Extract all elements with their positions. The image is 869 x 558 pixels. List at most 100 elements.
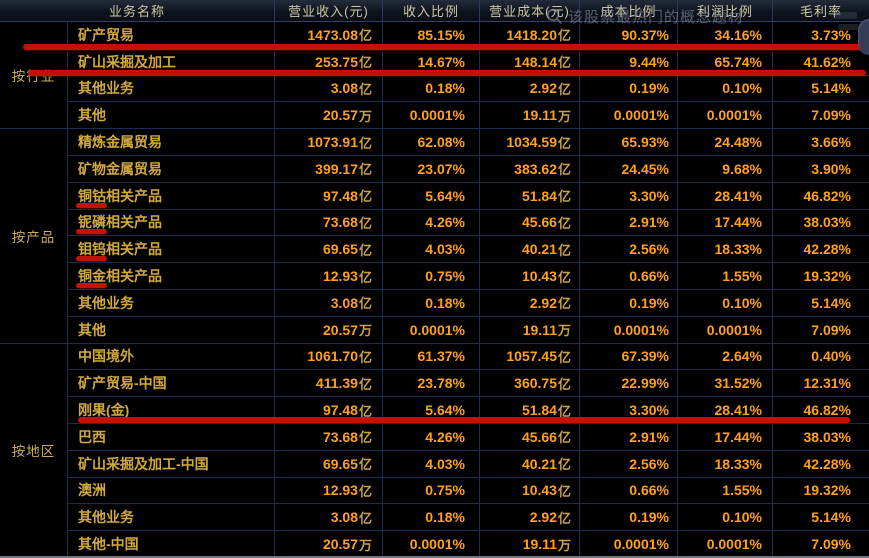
cell-cost-ratio: 2.91% — [580, 209, 678, 237]
unit-suffix: 亿 — [557, 269, 571, 285]
cell-revenue-ratio: 0.18% — [383, 289, 480, 317]
cell-profit-ratio: 65.74% — [678, 48, 773, 76]
cell-revenue-ratio: 0.18% — [383, 75, 480, 103]
unit-suffix: 亿 — [557, 81, 571, 97]
cell-business-name: 其他 — [68, 102, 275, 130]
unit-suffix: 亿 — [358, 269, 372, 285]
cell-business-name: 矿山采掘及加工-中国 — [68, 450, 275, 478]
unit-suffix: 亿 — [557, 457, 571, 473]
unit-suffix: 亿 — [557, 510, 571, 526]
unit-suffix: 亿 — [557, 162, 571, 178]
cell-cost: 360.75 亿 — [480, 370, 580, 398]
unit-suffix: 亿 — [557, 55, 571, 71]
cell-gross-margin: 19.32% — [773, 477, 869, 505]
cell-business-name: 其他-中国 — [68, 531, 275, 556]
cell-cost: 45.66 亿 — [480, 423, 580, 451]
cell-cost: 1418.20 亿 — [480, 22, 580, 49]
cell-revenue: 3.08 亿 — [275, 504, 383, 532]
cell-gross-margin: 7.09% — [773, 102, 869, 130]
unit-suffix: 亿 — [358, 376, 372, 392]
cell-profit-ratio: 9.68% — [678, 155, 773, 183]
cell-business-name: 其他 — [68, 316, 275, 344]
unit-suffix: 亿 — [358, 81, 372, 97]
cell-cost-ratio: 2.91% — [580, 423, 678, 451]
cell-cost-ratio: 22.99% — [580, 370, 678, 398]
cell-gross-margin: 3.66% — [773, 129, 869, 156]
unit-suffix: 亿 — [358, 242, 372, 258]
unit-suffix: 亿 — [557, 349, 571, 365]
col-header-revenue: 营业收入(元) — [275, 0, 383, 22]
cell-revenue-ratio: 0.0001% — [383, 102, 480, 130]
cell-business-name: 澳洲 — [68, 477, 275, 505]
group-label-by-product: 按产品 — [0, 129, 68, 344]
cell-business-name: 其他业务 — [68, 289, 275, 317]
cell-profit-ratio: 17.44% — [678, 209, 773, 237]
cell-profit-ratio: 1.55% — [678, 263, 773, 290]
cell-gross-margin: 5.14% — [773, 289, 869, 317]
unit-suffix: 亿 — [358, 349, 372, 365]
col-header-cost: 营业成本(元) — [480, 0, 580, 22]
cell-cost-ratio: 67.39% — [580, 343, 678, 371]
cell-cost: 40.21 亿 — [480, 236, 580, 264]
cell-revenue: 97.48 亿 — [275, 182, 383, 210]
unit-suffix: 万 — [358, 108, 372, 124]
cell-gross-margin: 3.90% — [773, 155, 869, 183]
unit-suffix: 亿 — [358, 457, 372, 473]
cell-business-name: 精炼金属贸易 — [68, 129, 275, 156]
cell-revenue: 20.57 万 — [275, 531, 383, 556]
cell-revenue: 399.17 亿 — [275, 155, 383, 183]
unit-suffix: 亿 — [358, 510, 372, 526]
cell-profit-ratio: 28.41% — [678, 182, 773, 210]
cell-gross-margin: 19.32% — [773, 263, 869, 290]
unit-suffix: 亿 — [358, 215, 372, 231]
cell-cost-ratio: 0.0001% — [580, 531, 678, 556]
cell-profit-ratio: 1.55% — [678, 477, 773, 505]
unit-suffix: 亿 — [557, 403, 571, 419]
cell-cost-ratio: 0.19% — [580, 289, 678, 317]
cell-revenue-ratio: 4.26% — [383, 423, 480, 451]
cell-revenue: 1473.08 亿 — [275, 22, 383, 49]
cell-revenue-ratio: 0.0001% — [383, 316, 480, 344]
cell-cost: 2.92 亿 — [480, 75, 580, 103]
cell-cost: 19.11 万 — [480, 531, 580, 556]
cell-revenue: 73.68 亿 — [275, 423, 383, 451]
cell-cost-ratio: 65.93% — [580, 129, 678, 156]
cell-profit-ratio: 34.16% — [678, 22, 773, 49]
cell-profit-ratio: 0.10% — [678, 75, 773, 103]
cell-business-name: 其他业务 — [68, 504, 275, 532]
cell-business-name: 铜钴相关产品 — [68, 182, 275, 210]
cell-revenue-ratio: 14.67% — [383, 48, 480, 76]
unit-suffix: 万 — [358, 537, 372, 553]
cell-revenue-ratio: 4.03% — [383, 236, 480, 264]
cell-cost-ratio: 2.56% — [580, 450, 678, 478]
unit-suffix: 亿 — [557, 215, 571, 231]
unit-suffix: 亿 — [358, 296, 372, 312]
cell-cost: 19.11 万 — [480, 316, 580, 344]
cell-cost: 383.62 亿 — [480, 155, 580, 183]
col-header-cost-ratio: 成本比例 — [580, 0, 678, 22]
cell-profit-ratio: 2.64% — [678, 343, 773, 371]
unit-suffix: 亿 — [557, 376, 571, 392]
cell-business-name: 钼钨相关产品 — [68, 236, 275, 264]
cell-gross-margin: 7.09% — [773, 531, 869, 556]
cell-cost-ratio: 24.45% — [580, 155, 678, 183]
cell-revenue: 3.08 亿 — [275, 289, 383, 317]
cell-cost-ratio: 0.19% — [580, 75, 678, 103]
unit-suffix: 亿 — [557, 189, 571, 205]
cell-gross-margin: 5.14% — [773, 75, 869, 103]
cell-profit-ratio: 28.41% — [678, 397, 773, 424]
cell-revenue: 1061.70 亿 — [275, 343, 383, 371]
cell-cost-ratio: 3.30% — [580, 397, 678, 424]
panel-scroll-handle[interactable] — [858, 19, 869, 55]
cell-profit-ratio: 0.0001% — [678, 102, 773, 130]
cell-business-name: 其他业务 — [68, 75, 275, 103]
unit-suffix: 亿 — [358, 483, 372, 499]
cell-gross-margin: 3.73% — [773, 22, 869, 49]
cell-revenue: 3.08 亿 — [275, 75, 383, 103]
cell-cost: 148.14 亿 — [480, 48, 580, 76]
unit-suffix: 万 — [557, 537, 571, 553]
cell-cost-ratio: 2.56% — [580, 236, 678, 264]
cell-revenue-ratio: 23.07% — [383, 155, 480, 183]
cell-revenue-ratio: 23.78% — [383, 370, 480, 398]
